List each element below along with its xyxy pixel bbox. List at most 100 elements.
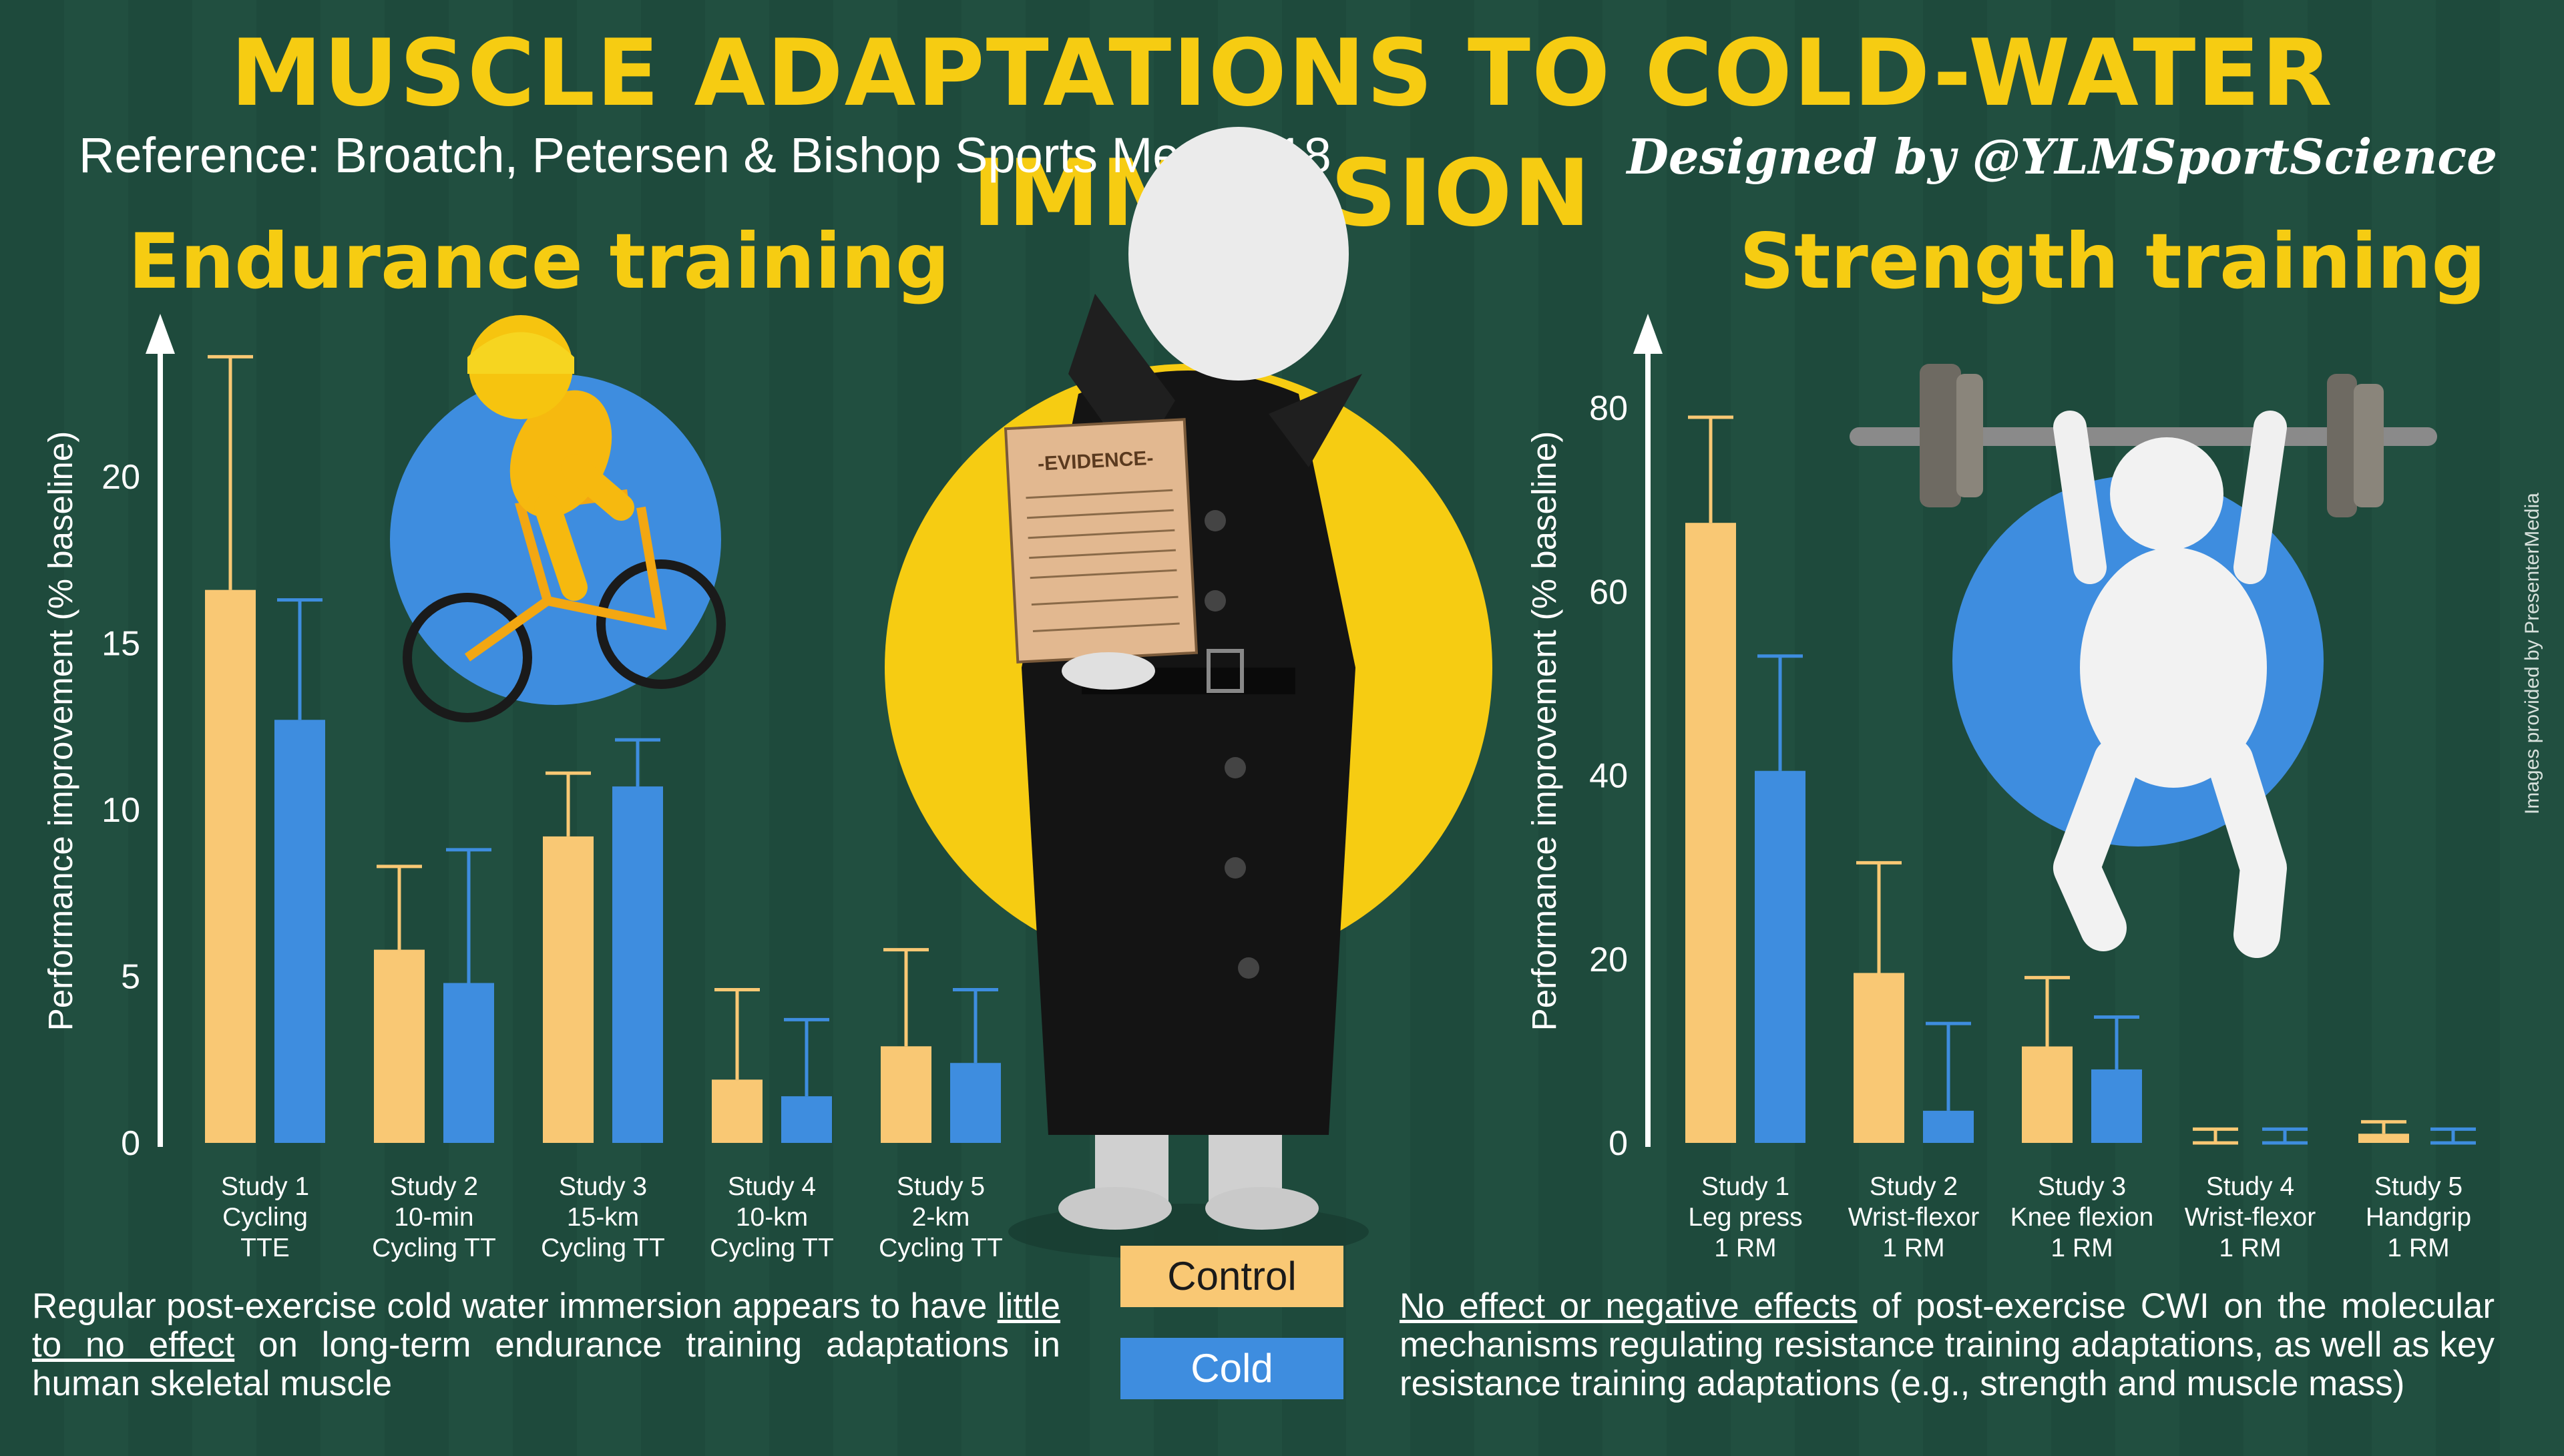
strength-x-tick-label: Study 1 bbox=[1701, 1172, 1789, 1201]
strength-y-tick-label: 40 bbox=[1589, 757, 1628, 796]
strength-x-tick-label: Knee flexion bbox=[2010, 1203, 2154, 1232]
endurance-y-tick-label: 0 bbox=[121, 1124, 140, 1163]
strength-bar-control bbox=[2022, 1046, 2073, 1143]
endurance-x-tick-label: Cycling TT bbox=[879, 1234, 1003, 1262]
detective-left-foot bbox=[1058, 1187, 1172, 1230]
belt-buckle bbox=[1207, 649, 1244, 693]
weightlifter-arms bbox=[2053, 411, 2287, 584]
strength-x-tick-label: Wrist-flexor bbox=[1848, 1203, 1979, 1232]
endurance-x-tick-label: Cycling bbox=[222, 1203, 308, 1232]
endurance-note-text: Regular post-exercise cold water immersi… bbox=[32, 1286, 998, 1326]
barbell-plate-left bbox=[1920, 364, 1961, 507]
detective-collar-right bbox=[1269, 374, 1362, 467]
strength-x-tick-label: Study 5 bbox=[2374, 1172, 2463, 1201]
endurance-bar-cold bbox=[781, 1096, 832, 1143]
strength-x-tick-label: Handgrip bbox=[2366, 1203, 2471, 1232]
barbell-plate-right-inner bbox=[2354, 384, 2384, 507]
endurance-x-tick-label: Study 5 bbox=[897, 1172, 985, 1201]
endurance-x-tick-label: 10-km bbox=[736, 1203, 808, 1232]
coat-buttons bbox=[1205, 510, 1259, 979]
endurance-bar-cold bbox=[950, 1063, 1001, 1143]
designer-credit: Designed by @YLMSportScience bbox=[1627, 128, 2497, 185]
strength-x-tick-label: Study 2 bbox=[1870, 1172, 1958, 1201]
strength-x-tick-label: 1 RM bbox=[1882, 1234, 1944, 1262]
endurance-x-tick-label: Study 3 bbox=[559, 1172, 647, 1201]
endurance-y-tick-label: 20 bbox=[101, 458, 140, 497]
cyclist-limbs bbox=[534, 454, 634, 601]
strength-bar-cold bbox=[2091, 1069, 2142, 1143]
endurance-bar-control bbox=[543, 836, 594, 1143]
strength-x-tick-label: Leg press bbox=[1688, 1203, 1802, 1232]
endurance-bar-control bbox=[374, 949, 425, 1143]
strength-y-axis-arrow bbox=[1633, 314, 1663, 354]
weightlifter-torso bbox=[2080, 547, 2267, 788]
cyclist-helmet bbox=[467, 332, 574, 374]
endurance-y-axis-arrow bbox=[146, 314, 175, 354]
barbell-plate-right bbox=[2327, 374, 2357, 517]
strength-x-tick-label: Study 3 bbox=[2038, 1172, 2126, 1201]
endurance-conclusion: Regular post-exercise cold water immersi… bbox=[32, 1287, 1060, 1403]
weightlifter-illustration bbox=[1850, 364, 2437, 958]
endurance-x-tick-label: 15-km bbox=[567, 1203, 639, 1232]
endurance-x-tick-label: 10-min bbox=[394, 1203, 473, 1232]
strength-y-axis-label: Performance improvement (% baseline) bbox=[1525, 431, 1563, 1031]
evidence-lines bbox=[1026, 489, 1180, 633]
strength-bar-control bbox=[1685, 523, 1736, 1143]
strength-bars bbox=[1685, 415, 2476, 1145]
strength-y-tick-label: 60 bbox=[1589, 573, 1628, 612]
strength-bar-control bbox=[1854, 973, 1904, 1143]
endurance-note-emphasis: little to no effect bbox=[32, 1286, 1060, 1365]
strength-bar-cold bbox=[1755, 770, 1805, 1143]
detective-head bbox=[1128, 127, 1349, 381]
endurance-y-tick-label: 5 bbox=[121, 958, 140, 997]
strength-chart: Performance improvement (% baseline) 0 20… bbox=[1525, 314, 2476, 1262]
endurance-bar-control bbox=[712, 1079, 763, 1143]
strength-y-tick-label: 80 bbox=[1589, 389, 1628, 428]
weightlifter-head bbox=[2110, 437, 2223, 551]
endurance-bar-control bbox=[881, 1046, 931, 1143]
strength-note-emphasis: No effect or negative effects bbox=[1400, 1286, 1858, 1326]
endurance-x-tick-label: Study 1 bbox=[221, 1172, 309, 1201]
strength-y-tick-label: 0 bbox=[1609, 1124, 1628, 1163]
strength-bar-cold bbox=[1923, 1110, 1974, 1143]
endurance-x-tick-label: 2-km bbox=[912, 1203, 970, 1232]
bike-rear-wheel bbox=[403, 593, 532, 722]
reference-text: Reference: Broatch, Petersen & Bishop Sp… bbox=[79, 128, 1331, 183]
bike-front-wheel bbox=[596, 559, 726, 689]
strength-x-tick-label: 1 RM bbox=[2219, 1234, 2281, 1262]
endurance-bars bbox=[205, 354, 1001, 1143]
strength-bar-control bbox=[2358, 1134, 2409, 1143]
endurance-bar-cold bbox=[612, 786, 663, 1143]
endurance-x-tick-label: TTE bbox=[240, 1234, 290, 1262]
endurance-x-tick-label: Cycling TT bbox=[541, 1234, 665, 1262]
endurance-chart: Performance improvement (% baseline) 0 5 1… bbox=[41, 314, 1003, 1262]
endurance-x-tick-label: Study 4 bbox=[728, 1172, 816, 1201]
endurance-note-text-end: on long-term endurance training adaptati… bbox=[32, 1325, 1060, 1403]
detective-illustration: -EVIDENCE- bbox=[885, 127, 1492, 1260]
barbell-plate-left-inner bbox=[1956, 374, 1983, 497]
endurance-y-tick-label: 10 bbox=[101, 791, 140, 830]
strength-y-ticks: 0 20 40 60 80 bbox=[1589, 389, 1628, 1163]
endurance-section-title: Endurance training bbox=[128, 217, 950, 306]
endurance-x-tick-label: Study 2 bbox=[390, 1172, 478, 1201]
strength-x-tick-label: 1 RM bbox=[2387, 1234, 2449, 1262]
legend-cold: Cold bbox=[1120, 1338, 1343, 1399]
endurance-x-tick-label: Cycling TT bbox=[372, 1234, 496, 1262]
detective-hand bbox=[1062, 652, 1155, 690]
strength-y-tick-label: 20 bbox=[1589, 941, 1628, 979]
image-credit: Images provided by PresenterMedia bbox=[2521, 493, 2543, 814]
strength-section-title: Strength training bbox=[1739, 217, 2486, 306]
endurance-y-ticks: 0 5 10 15 20 bbox=[101, 458, 140, 1163]
strength-x-tick-label: 1 RM bbox=[2051, 1234, 2113, 1262]
strength-conclusion: No effect or negative effects of post-ex… bbox=[1400, 1287, 2495, 1403]
weightlifter-legs bbox=[2053, 738, 2287, 958]
strength-x-tick-label: Wrist-flexor bbox=[2185, 1203, 2316, 1232]
endurance-bar-cold bbox=[443, 983, 494, 1143]
legend-control: Control bbox=[1120, 1246, 1343, 1307]
endurance-y-tick-label: 15 bbox=[101, 625, 140, 664]
detective-right-foot bbox=[1205, 1187, 1319, 1230]
endurance-x-tick-label: Cycling TT bbox=[710, 1234, 834, 1262]
